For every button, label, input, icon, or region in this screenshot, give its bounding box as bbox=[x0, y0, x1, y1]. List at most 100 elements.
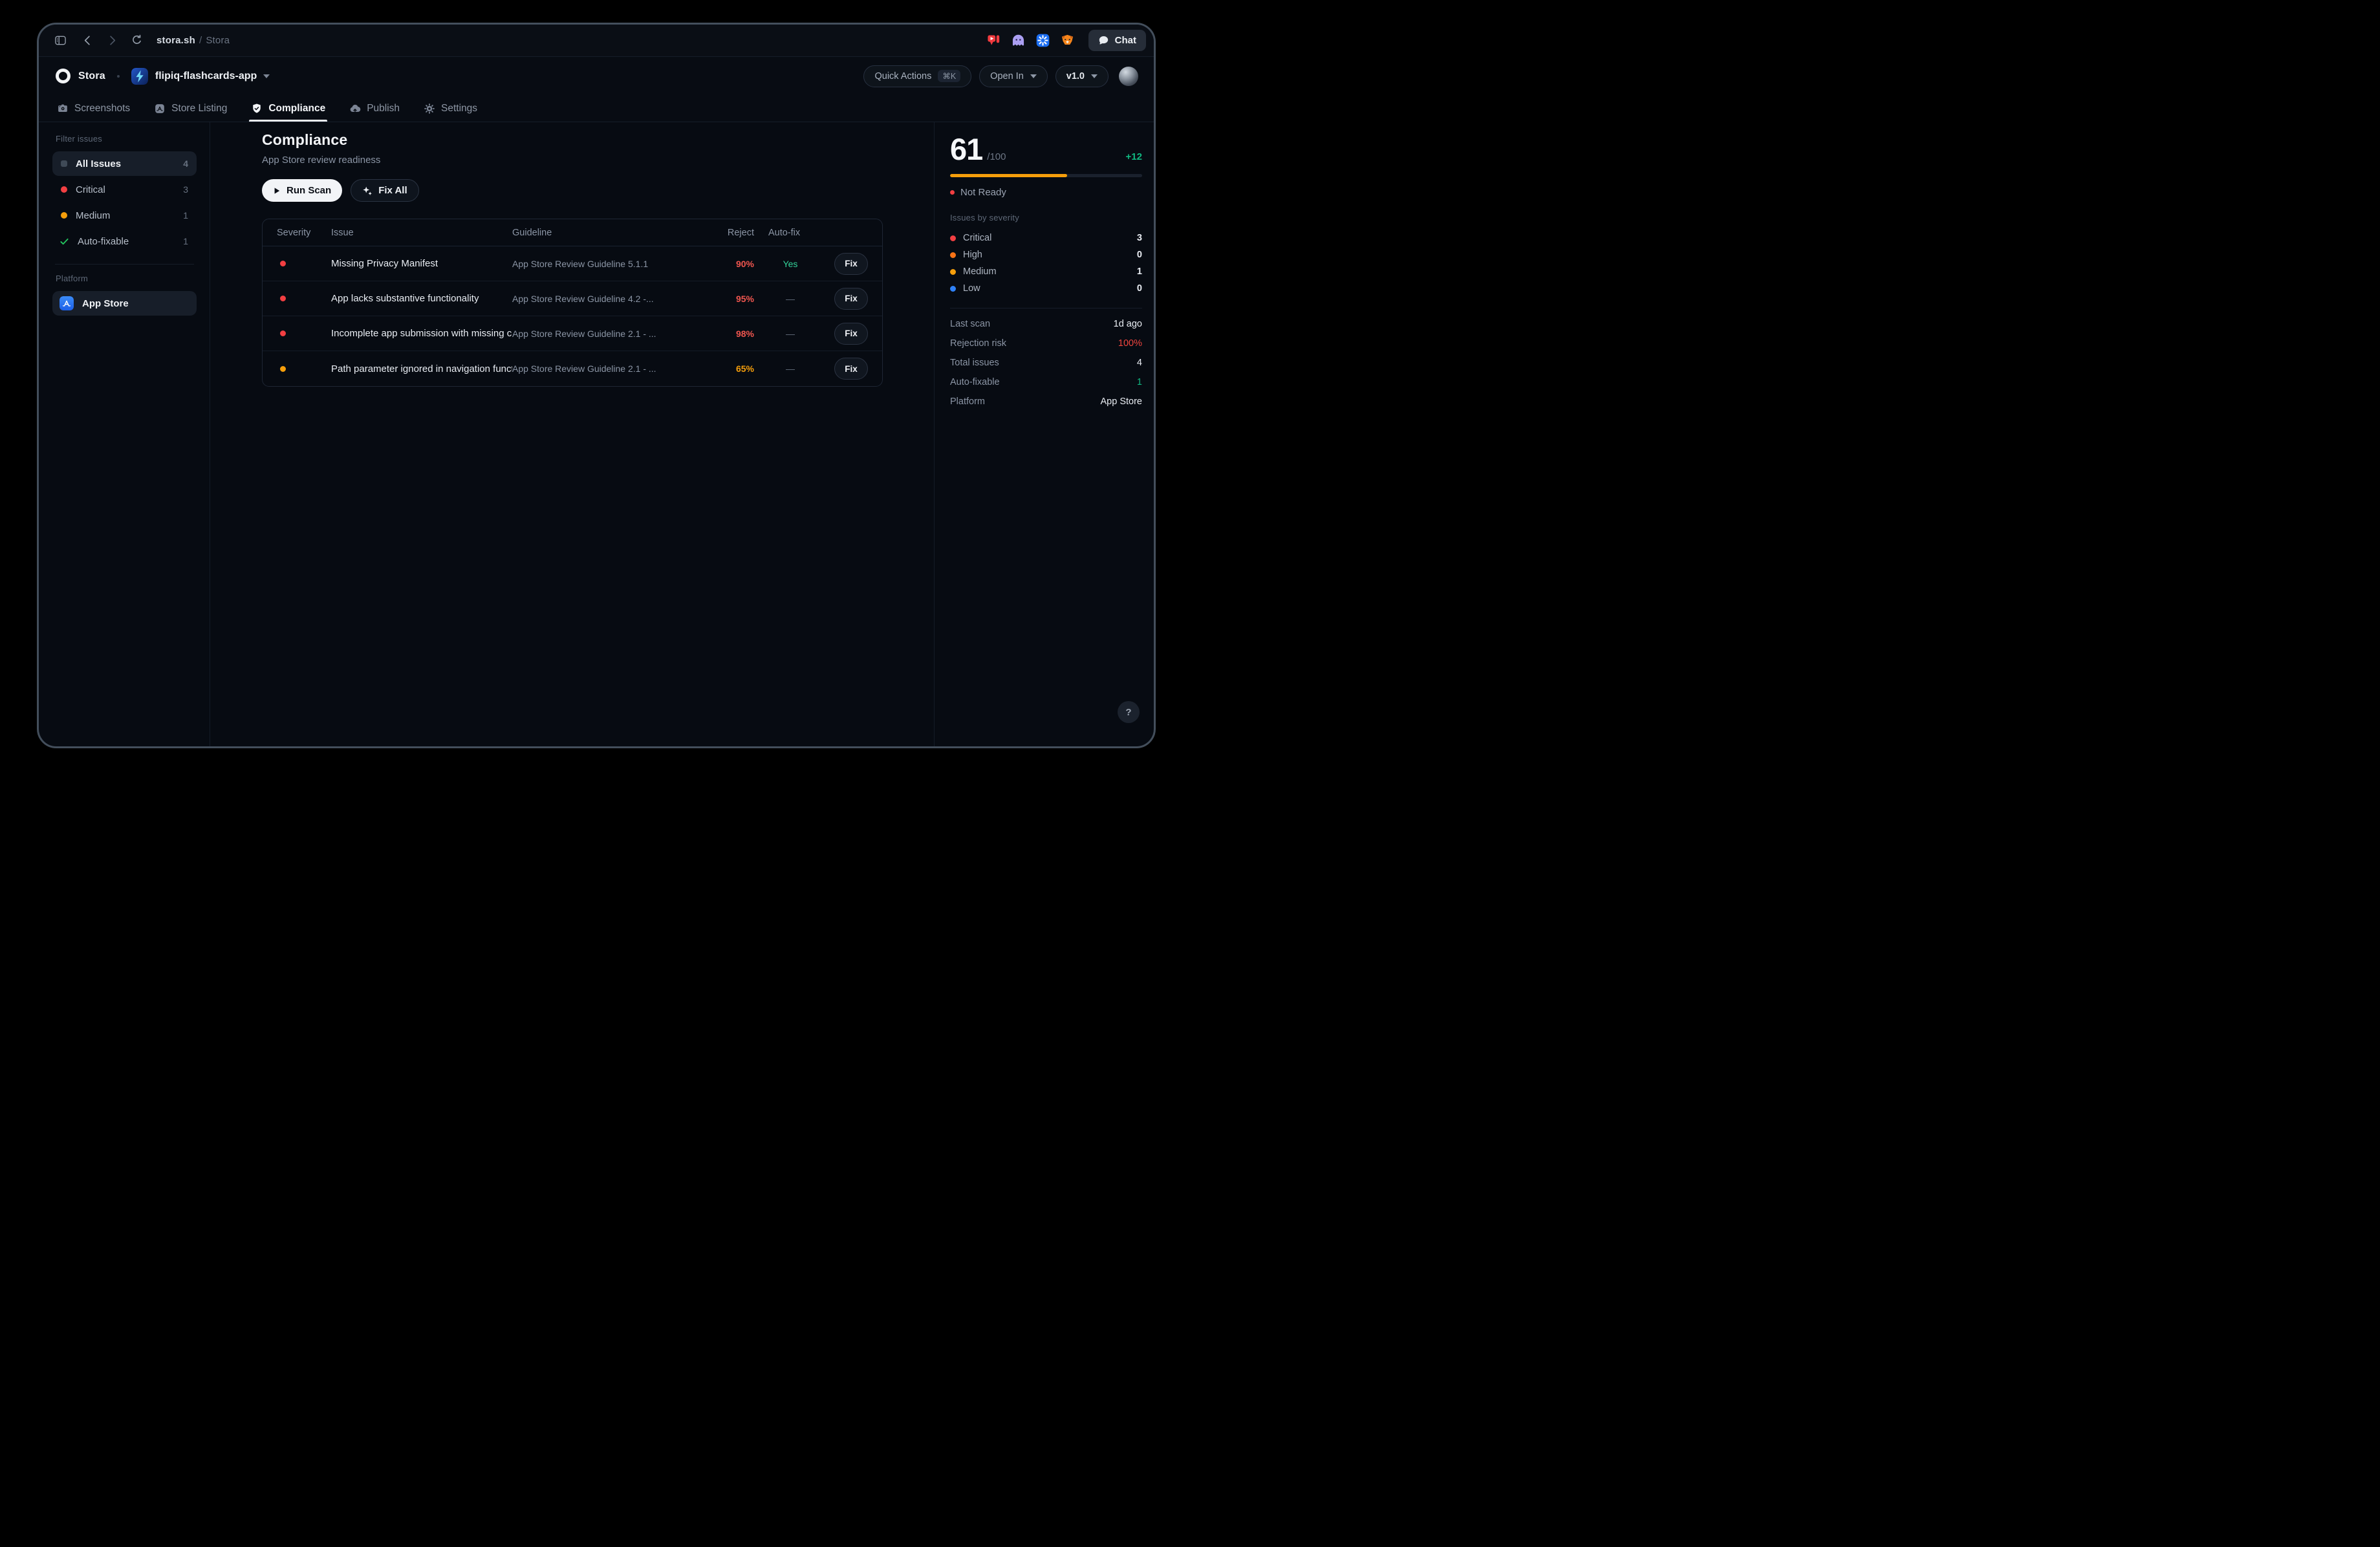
fix-button[interactable]: Fix bbox=[834, 252, 868, 275]
severity-count: 3 bbox=[1136, 233, 1142, 243]
help-button[interactable]: ? bbox=[1118, 701, 1140, 723]
gear-icon bbox=[424, 103, 435, 114]
page-title: Compliance bbox=[262, 131, 348, 148]
issues-by-severity-label: Issues by severity bbox=[950, 213, 1019, 222]
user-avatar[interactable] bbox=[1119, 66, 1138, 86]
score-max: /100 bbox=[987, 151, 1006, 162]
tab-screenshots[interactable]: Screenshots bbox=[57, 95, 130, 122]
version-button[interactable]: v1.0 bbox=[1055, 65, 1109, 87]
sidebar-item-critical[interactable]: Critical 3 bbox=[52, 177, 197, 202]
stat-total-issues: Total issues 4 bbox=[950, 353, 1142, 373]
run-scan-label: Run Scan bbox=[287, 185, 332, 196]
sidebar-item-all-issues[interactable]: All Issues 4 bbox=[52, 151, 197, 176]
severity-label: High bbox=[963, 250, 982, 260]
table-row[interactable]: Incomplete app submission with missing c… bbox=[263, 316, 882, 351]
sidebar-toggle-icon[interactable] bbox=[49, 30, 71, 52]
open-in-label: Open In bbox=[990, 70, 1024, 81]
score-progress-fill bbox=[950, 174, 1068, 177]
project-chevron-down-icon[interactable] bbox=[263, 74, 270, 78]
sparkles-icon bbox=[363, 186, 373, 195]
table-row[interactable]: App lacks substantive functionality App … bbox=[263, 281, 882, 316]
fix-button[interactable]: Fix bbox=[834, 358, 868, 380]
app-store-blue-icon bbox=[60, 296, 74, 310]
fix-button[interactable]: Fix bbox=[834, 322, 868, 345]
stat-last-scan: Last scan 1d ago bbox=[950, 314, 1142, 334]
tab-settings[interactable]: Settings bbox=[424, 95, 477, 122]
stat-platform: Platform App Store bbox=[950, 392, 1142, 411]
severity-row-high: High 0 bbox=[950, 246, 1142, 263]
reload-icon[interactable] bbox=[125, 30, 147, 52]
severity-row-low: Low 0 bbox=[950, 280, 1142, 297]
main-content: Compliance App Store review readiness Ru… bbox=[210, 122, 934, 746]
medium-dot-icon bbox=[950, 268, 956, 275]
dislike-extension-icon[interactable] bbox=[986, 33, 1002, 49]
phantom-extension-icon[interactable] bbox=[1011, 33, 1026, 49]
browser-toolbar: stora.sh / Stora bbox=[39, 25, 1154, 57]
stat-label: Last scan bbox=[950, 319, 991, 329]
chat-bubble-icon bbox=[1099, 36, 1108, 45]
autofix-value: — bbox=[786, 293, 795, 304]
play-icon bbox=[274, 187, 280, 194]
stat-rejection-risk: Rejection risk 100% bbox=[950, 334, 1142, 353]
score-progress-bar bbox=[950, 174, 1142, 177]
stat-label: Total issues bbox=[950, 358, 999, 368]
tab-store-listing[interactable]: Store Listing bbox=[154, 95, 227, 122]
autofix-value: — bbox=[786, 328, 795, 339]
col-severity: Severity bbox=[277, 227, 311, 238]
url-page: Stora bbox=[206, 35, 230, 46]
tab-publish[interactable]: Publish bbox=[349, 95, 400, 122]
stat-label: Auto-fixable bbox=[950, 377, 1000, 387]
back-icon[interactable] bbox=[76, 30, 98, 52]
sidebar-item-label: All Issues bbox=[76, 158, 122, 169]
project-name[interactable]: flipiq-flashcards-app bbox=[155, 70, 257, 81]
severity-label: Critical bbox=[963, 233, 992, 243]
severity-dot-icon bbox=[280, 261, 286, 266]
chat-button[interactable]: Chat bbox=[1088, 30, 1146, 51]
url-bar[interactable]: stora.sh / Stora bbox=[157, 35, 230, 46]
table-row[interactable]: Missing Privacy Manifest App Store Revie… bbox=[263, 246, 882, 281]
critical-dot-icon bbox=[61, 186, 67, 193]
table-row[interactable]: Path parameter ignored in navigation fun… bbox=[263, 351, 882, 386]
sidebar-item-count: 3 bbox=[183, 184, 188, 195]
issue-guideline: App Store Review Guideline 2.1 - ... bbox=[512, 363, 656, 374]
reject-percent: 98% bbox=[735, 328, 754, 339]
sidebar-item-medium[interactable]: Medium 1 bbox=[52, 203, 197, 228]
severity-row-critical: Critical 3 bbox=[950, 230, 1142, 246]
col-guideline: Guideline bbox=[512, 227, 552, 238]
reject-percent: 90% bbox=[735, 258, 754, 269]
tab-label: Compliance bbox=[268, 102, 326, 114]
stat-value: 1 bbox=[1136, 377, 1142, 387]
reject-percent: 65% bbox=[735, 363, 754, 374]
sidebar-item-app-store[interactable]: App Store bbox=[52, 291, 197, 316]
sidebar-item-auto-fixable[interactable]: Auto-fixable 1 bbox=[52, 229, 197, 254]
tab-label: Settings bbox=[441, 102, 478, 114]
quick-actions-button[interactable]: Quick Actions ⌘K bbox=[863, 65, 972, 87]
fix-all-button[interactable]: Fix All bbox=[351, 179, 419, 202]
cloud-upload-icon bbox=[350, 104, 361, 113]
table-header: Severity Issue Guideline Reject Auto-fix bbox=[263, 219, 882, 246]
severity-label: Low bbox=[963, 283, 980, 294]
forward-icon[interactable] bbox=[101, 30, 123, 52]
severity-count: 0 bbox=[1136, 283, 1142, 294]
spark-extension-icon[interactable] bbox=[1035, 33, 1051, 49]
app-store-icon bbox=[155, 103, 165, 113]
stat-value: App Store bbox=[1100, 396, 1143, 407]
tab-compliance[interactable]: Compliance bbox=[249, 95, 328, 122]
header-separator-dot bbox=[116, 74, 120, 78]
score-panel: 61 /100 +12 Not Ready Issues by severity… bbox=[934, 122, 1154, 746]
platform-label: Platform bbox=[56, 274, 89, 283]
version-label: v1.0 bbox=[1066, 70, 1085, 81]
open-in-button[interactable]: Open In bbox=[979, 65, 1048, 87]
url-domain: stora.sh bbox=[157, 35, 195, 46]
stat-value: 1d ago bbox=[1113, 319, 1142, 329]
metamask-extension-icon[interactable] bbox=[1060, 33, 1076, 49]
medium-dot-icon bbox=[61, 212, 67, 219]
brand-name: Stora bbox=[78, 70, 105, 81]
fix-button[interactable]: Fix bbox=[834, 287, 868, 310]
run-scan-button[interactable]: Run Scan bbox=[262, 179, 343, 202]
sidebar-item-label: Auto-fixable bbox=[78, 235, 129, 247]
app-window: stora.sh / Stora bbox=[37, 23, 1156, 748]
sidebar-item-label: Critical bbox=[76, 184, 105, 195]
sidebar-item-count: 4 bbox=[183, 158, 188, 169]
sidebar-item-label: App Store bbox=[82, 298, 129, 309]
